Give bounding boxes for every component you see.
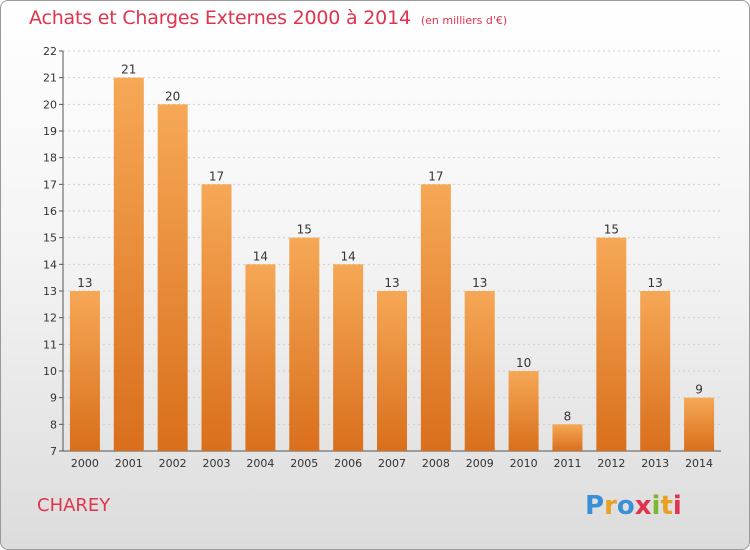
y-tick-label: 15 xyxy=(43,232,57,245)
x-tick-label: 2011 xyxy=(553,457,581,470)
bar xyxy=(420,184,451,452)
data-label: 13 xyxy=(384,276,399,290)
x-tick-label: 2004 xyxy=(246,457,274,470)
data-label: 17 xyxy=(428,169,443,183)
bar xyxy=(333,264,364,451)
y-tick-label: 22 xyxy=(43,45,57,58)
y-tick-label: 8 xyxy=(50,418,57,431)
x-tick-label: 2003 xyxy=(203,457,231,470)
y-tick-label: 18 xyxy=(43,152,57,165)
bar xyxy=(157,104,188,451)
bar xyxy=(245,264,276,451)
bar xyxy=(201,184,232,452)
x-tick-label: 2007 xyxy=(378,457,406,470)
y-tick-label: 7 xyxy=(50,445,57,458)
y-tick-label: 11 xyxy=(43,338,57,351)
x-tick-label: 2000 xyxy=(71,457,99,470)
data-label: 20 xyxy=(165,89,180,103)
y-tick-label: 16 xyxy=(43,205,57,218)
bar xyxy=(684,397,715,451)
x-tick-label: 2006 xyxy=(334,457,362,470)
bar xyxy=(377,291,407,451)
y-tick-label: 17 xyxy=(43,178,57,191)
data-label: 15 xyxy=(604,223,619,237)
bar xyxy=(552,424,583,451)
data-label: 10 xyxy=(516,356,531,370)
y-tick-label: 19 xyxy=(43,125,57,138)
y-tick-label: 10 xyxy=(43,365,57,378)
bar xyxy=(596,237,627,451)
bar xyxy=(464,291,495,451)
x-tick-label: 2005 xyxy=(290,457,318,470)
x-tick-label: 2014 xyxy=(685,457,713,470)
y-tick-label: 9 xyxy=(50,392,57,405)
chart-title: Achats et Charges Externes 2000 à 2014 (e… xyxy=(29,7,507,29)
x-tick-label: 2012 xyxy=(597,457,625,470)
y-tick-label: 20 xyxy=(43,98,57,111)
data-label: 15 xyxy=(297,223,312,237)
data-label: 14 xyxy=(340,249,355,263)
place-name: CHAREY xyxy=(37,495,111,516)
bar xyxy=(640,291,671,451)
data-label: 13 xyxy=(472,276,487,290)
y-tick-label: 14 xyxy=(43,258,57,271)
data-label: 8 xyxy=(564,409,572,423)
data-label: 13 xyxy=(77,276,92,290)
chart-title-text: Achats et Charges Externes 2000 à 2014 xyxy=(29,7,411,29)
proxiti-logo: Proxiti xyxy=(585,491,682,521)
bar xyxy=(508,371,539,451)
data-label: 21 xyxy=(121,63,136,77)
x-tick-label: 2002 xyxy=(159,457,187,470)
bar xyxy=(289,237,320,451)
x-tick-label: 2008 xyxy=(422,457,450,470)
x-tick-label: 2013 xyxy=(641,457,669,470)
y-tick-label: 13 xyxy=(43,285,57,298)
bar xyxy=(69,291,100,451)
x-tick-label: 2001 xyxy=(115,457,143,470)
chart-subtitle: (en milliers d'€) xyxy=(420,14,508,27)
x-tick-label: 2009 xyxy=(466,457,494,470)
data-label: 14 xyxy=(253,249,268,263)
bar xyxy=(113,77,144,452)
data-label: 13 xyxy=(648,276,663,290)
data-label: 9 xyxy=(695,383,703,397)
x-tick-label: 2010 xyxy=(510,457,538,470)
y-tick-label: 12 xyxy=(43,312,57,325)
data-label: 17 xyxy=(209,169,224,183)
y-tick-label: 21 xyxy=(43,72,57,85)
